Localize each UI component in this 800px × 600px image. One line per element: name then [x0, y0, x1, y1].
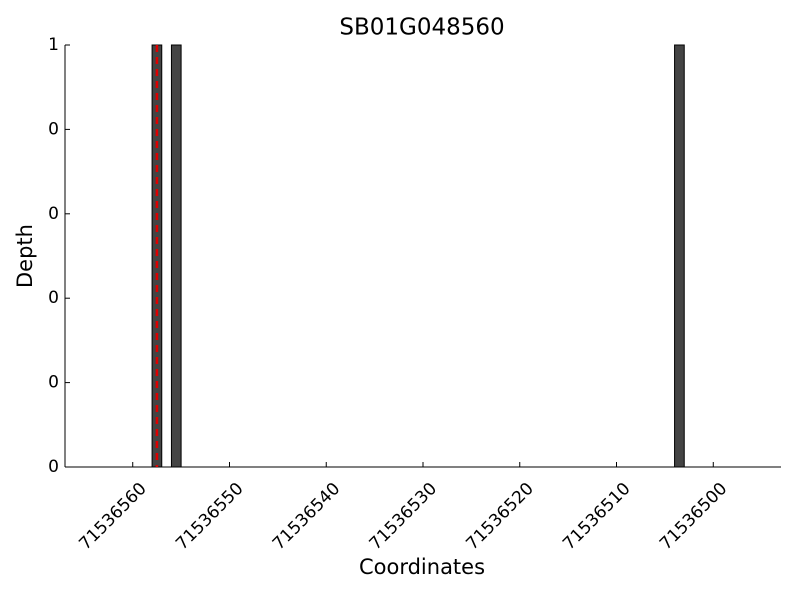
x-tick-label: 71536550 — [172, 479, 247, 554]
y-axis-label: Depth — [13, 224, 37, 288]
x-tick-label: 71536500 — [656, 479, 731, 554]
x-axis-label: Coordinates — [359, 555, 485, 579]
y-tick-label: 0 — [48, 119, 59, 139]
chart-title: SB01G048560 — [339, 15, 504, 41]
y-tick-label: 0 — [48, 373, 59, 393]
x-tick-label: 71536540 — [269, 479, 344, 554]
bar — [170, 44, 182, 468]
y-tick-label: 0 — [48, 204, 59, 224]
x-tick-label: 71536560 — [75, 479, 150, 554]
x-tick-label: 71536510 — [559, 479, 634, 554]
x-tick-label: 71536520 — [462, 479, 537, 554]
y-tick-label: 1 — [48, 35, 59, 55]
x-tick-label: 71536530 — [366, 479, 441, 554]
y-tick-label: 0 — [48, 288, 59, 308]
bar — [674, 44, 685, 468]
y-tick-label: 0 — [48, 457, 59, 477]
